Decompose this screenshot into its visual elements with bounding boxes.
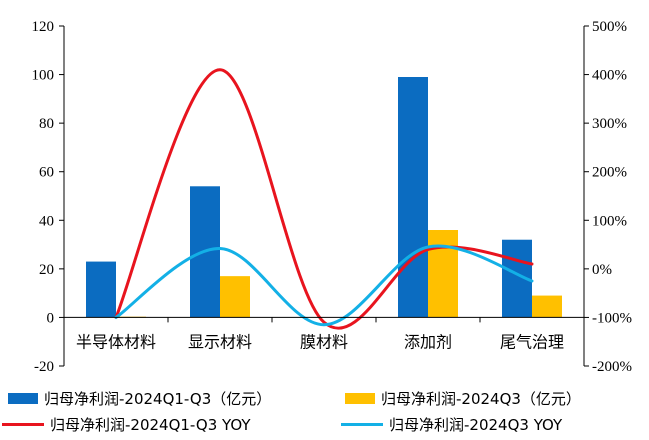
legend-label-q3-yoy: 归母净利润-2024Q3 YOY <box>389 416 563 434</box>
legend-swatch-q1q3-yoy <box>2 423 44 426</box>
legend-swatch-q3-yoy <box>341 423 383 426</box>
labels-layer: -20 0 20 40 60 80 100 120 -200% -100% 0% 100% 200% 30… <box>32 19 633 375</box>
y-right-tick-label: -200% <box>592 359 632 375</box>
bar-q3-4 <box>532 295 562 318</box>
y-right-tick-label: 0% <box>592 262 612 278</box>
legend-item-q1q3-bar: 归母净利润-2024Q1-Q3（亿元） <box>8 388 271 409</box>
x-category-label: 膜材料 <box>300 332 348 351</box>
line-q1q3-yoy <box>114 68 534 330</box>
bar-q3-3 <box>428 230 458 318</box>
y-right-tick-label: 200% <box>592 165 627 181</box>
y-left-tick-label: 20 <box>39 262 54 278</box>
legend: 归母净利润-2024Q1-Q3（亿元） 归母净利润-2024Q3（亿元） 归母净… <box>0 386 649 440</box>
legend-label-q1q3-bar: 归母净利润-2024Q1-Q3（亿元） <box>44 390 272 408</box>
x-category-label: 显示材料 <box>188 332 252 351</box>
y-right-tick-label: 500% <box>592 19 627 35</box>
y-right-tick-label: 300% <box>592 116 627 132</box>
legend-item-q1q3-yoy: 归母净利润-2024Q1-Q3 YOY <box>2 414 251 435</box>
y-right-tick-label: -100% <box>592 310 632 326</box>
y-right-tick-label: 100% <box>592 213 627 229</box>
line-q3-yoy <box>114 244 534 327</box>
chart: -20 0 20 40 60 80 100 120 -200% -100% 0% 100% 200% 30… <box>32 19 633 375</box>
legend-label-q3-bar: 归母净利润-2024Q3（亿元） <box>381 390 581 408</box>
legend-swatch-q3-bar <box>345 393 375 404</box>
bar-q1q3-3 <box>398 77 428 318</box>
x-category-label: 添加剂 <box>404 332 452 351</box>
bar-q1q3-0 <box>86 261 116 318</box>
legend-label-q1q3-yoy: 归母净利润-2024Q1-Q3 YOY <box>50 416 251 434</box>
y-right-tick-label: 400% <box>592 68 627 84</box>
x-category-label: 尾气治理 <box>500 332 564 351</box>
y-left-tick-label: 80 <box>39 116 54 132</box>
x-category-label: 半导体材料 <box>76 332 156 351</box>
bar-q3-1 <box>220 276 250 318</box>
lines-layer <box>114 68 534 330</box>
legend-item-q3-yoy: 归母净利润-2024Q3 YOY <box>341 414 562 435</box>
y-left-tick-label: 120 <box>32 19 55 35</box>
legend-swatch-q1q3-bar <box>8 393 38 404</box>
y-left-tick-label: -20 <box>34 359 54 375</box>
legend-item-q3-bar: 归母净利润-2024Q3（亿元） <box>345 388 581 409</box>
y-left-tick-label: 0 <box>47 310 55 326</box>
y-left-tick-label: 40 <box>39 213 54 229</box>
y-left-tick-label: 100 <box>32 68 55 84</box>
axes-layer <box>59 25 589 367</box>
y-left-tick-label: 60 <box>39 165 54 181</box>
